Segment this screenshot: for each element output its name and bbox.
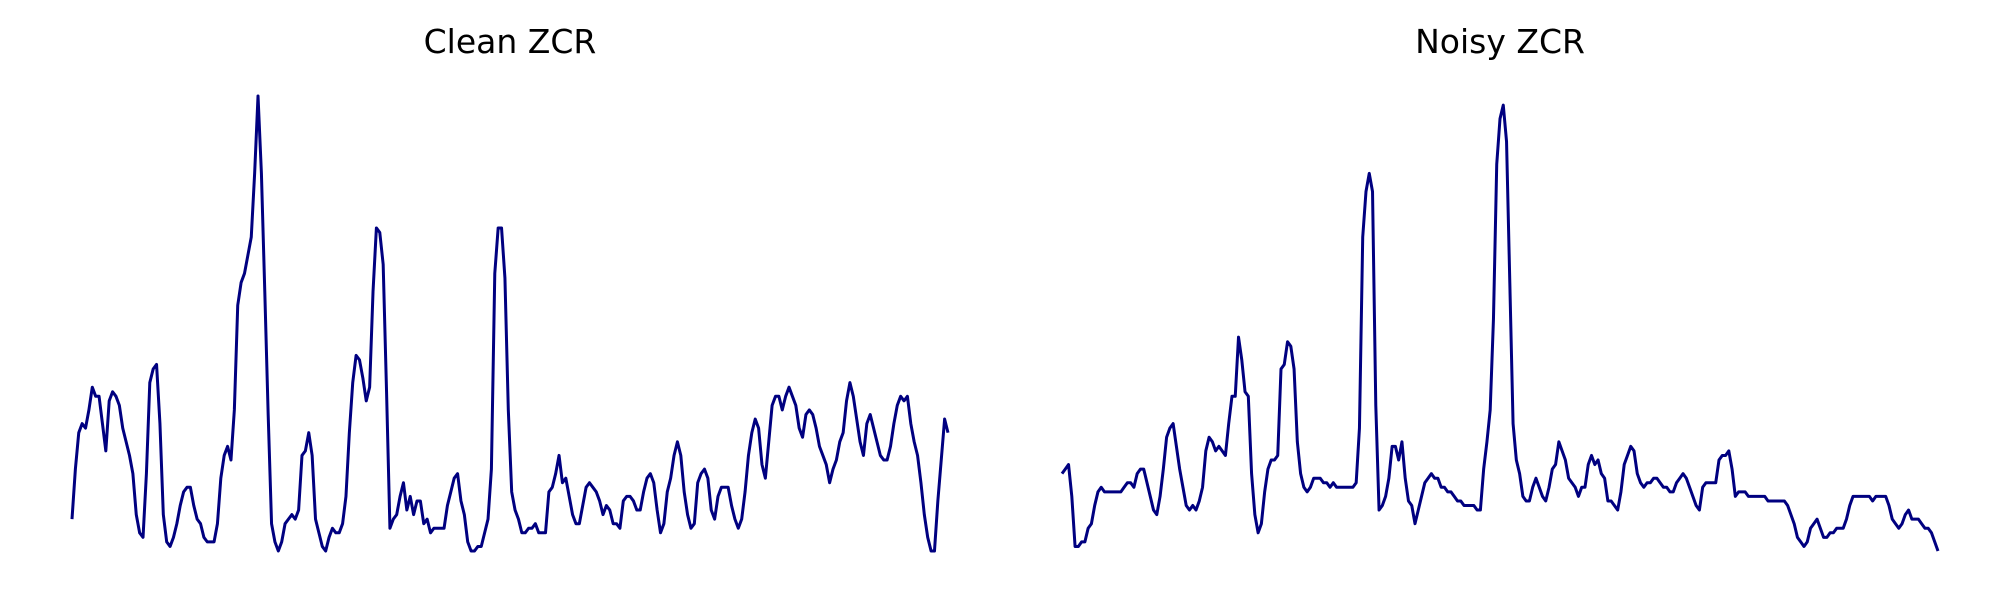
noisy-zcr-plot: [1060, 103, 1940, 552]
clean-zcr-plot: [70, 94, 950, 553]
zcr-series-line-0: [1060, 103, 1940, 552]
clean-zcr-panel: Clean ZCR: [70, 0, 950, 600]
noisy-zcr-title: Noisy ZCR: [1415, 22, 1585, 61]
noisy-zcr-panel: Noisy ZCR: [1060, 0, 1940, 600]
zcr-series-line-0: [70, 94, 950, 553]
clean-zcr-title: Clean ZCR: [423, 22, 597, 61]
